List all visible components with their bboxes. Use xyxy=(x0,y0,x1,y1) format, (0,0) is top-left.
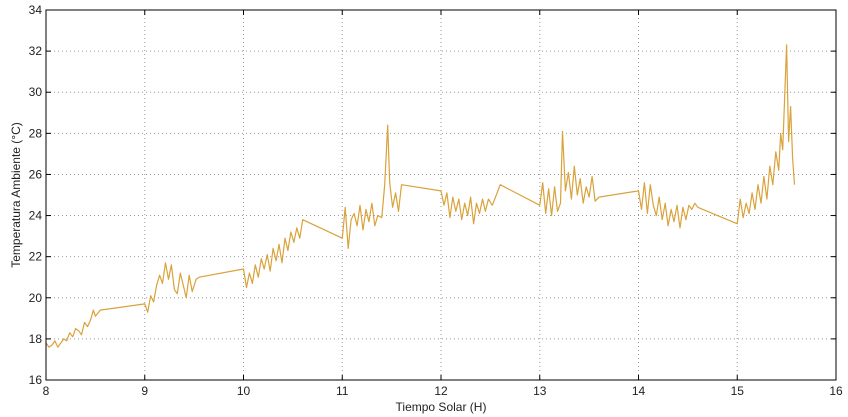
x-axis-title: Tiempo Solar (H) xyxy=(396,400,487,414)
x-tick-label: 9 xyxy=(141,384,148,398)
x-tick-label: 15 xyxy=(731,384,745,398)
x-tick-label: 8 xyxy=(43,384,50,398)
y-tick-labels: 16 18 20 22 24 26 28 30 32 34 xyxy=(29,3,43,387)
x-tick-label: 13 xyxy=(533,384,547,398)
y-tick-label: 32 xyxy=(29,44,43,58)
x-tick-label: 11 xyxy=(336,384,349,398)
y-tick-label: 22 xyxy=(29,250,43,264)
y-tick-label: 18 xyxy=(29,332,43,346)
series-line-temperatura xyxy=(45,44,796,348)
y-tick-label: 34 xyxy=(29,3,43,17)
y-tick-label: 28 xyxy=(29,126,43,140)
y-tick-label: 30 xyxy=(29,85,43,99)
y-tick-label: 26 xyxy=(29,167,43,181)
y-tick-label: 20 xyxy=(29,291,43,305)
x-tick-labels: 8 9 10 11 12 13 14 15 16 xyxy=(43,384,843,398)
y-tick-label: 16 xyxy=(29,373,43,387)
y-axis-title: Temperatura Ambiente (°C) xyxy=(9,122,23,268)
x-tick-label: 12 xyxy=(434,384,448,398)
x-tick-label: 14 xyxy=(632,384,646,398)
x-tick-label: 16 xyxy=(829,384,843,398)
grid-lines xyxy=(46,10,836,380)
y-tick-label: 24 xyxy=(29,209,43,223)
axis-ticks xyxy=(45,9,837,381)
x-tick-label: 10 xyxy=(237,384,251,398)
